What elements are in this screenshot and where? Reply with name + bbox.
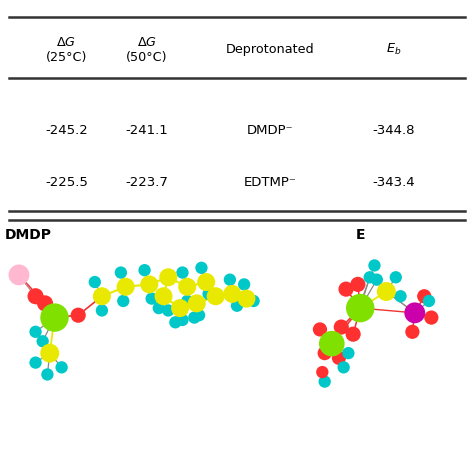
Circle shape xyxy=(71,308,86,323)
Circle shape xyxy=(207,287,225,305)
Text: -343.4: -343.4 xyxy=(372,176,415,189)
Circle shape xyxy=(188,294,206,312)
Circle shape xyxy=(40,303,69,332)
Circle shape xyxy=(368,259,381,272)
Circle shape xyxy=(332,351,346,365)
Circle shape xyxy=(117,295,129,307)
Circle shape xyxy=(417,289,431,303)
Circle shape xyxy=(37,295,53,311)
Text: DMDP⁻: DMDP⁻ xyxy=(247,124,293,137)
Circle shape xyxy=(319,331,345,356)
Circle shape xyxy=(202,288,215,300)
Text: $\Delta G$
(25°C): $\Delta G$ (25°C) xyxy=(46,36,87,64)
Circle shape xyxy=(153,302,165,314)
Circle shape xyxy=(338,282,354,297)
Circle shape xyxy=(36,335,49,347)
Text: EDTMP⁻: EDTMP⁻ xyxy=(244,176,297,189)
Circle shape xyxy=(171,299,189,317)
Circle shape xyxy=(346,294,374,322)
Circle shape xyxy=(159,268,177,286)
Circle shape xyxy=(364,271,376,283)
Text: -225.5: -225.5 xyxy=(45,176,88,189)
Circle shape xyxy=(313,322,327,337)
Circle shape xyxy=(346,327,361,342)
Text: -245.2: -245.2 xyxy=(45,124,88,137)
Circle shape xyxy=(140,275,158,293)
Circle shape xyxy=(405,325,419,339)
Circle shape xyxy=(155,287,173,305)
Circle shape xyxy=(371,273,383,286)
Text: Deprotonated: Deprotonated xyxy=(226,43,314,56)
Text: $E_\mathregular{b}$: $E_\mathregular{b}$ xyxy=(386,42,401,57)
Circle shape xyxy=(334,319,349,335)
Circle shape xyxy=(342,347,355,359)
Circle shape xyxy=(169,316,182,328)
Circle shape xyxy=(29,326,42,338)
Circle shape xyxy=(138,264,151,276)
Circle shape xyxy=(424,310,438,325)
Text: -241.1: -241.1 xyxy=(126,124,168,137)
Circle shape xyxy=(55,361,68,374)
Circle shape xyxy=(89,276,101,288)
Circle shape xyxy=(146,292,158,305)
Text: -223.7: -223.7 xyxy=(126,176,168,189)
Circle shape xyxy=(176,314,189,326)
Circle shape xyxy=(404,302,425,323)
Circle shape xyxy=(178,278,196,296)
Circle shape xyxy=(176,266,189,279)
Circle shape xyxy=(237,290,255,308)
Circle shape xyxy=(117,278,135,296)
Text: E: E xyxy=(356,228,365,242)
Circle shape xyxy=(195,262,208,274)
Circle shape xyxy=(41,368,54,381)
Circle shape xyxy=(350,277,365,292)
Circle shape xyxy=(188,311,201,324)
Text: -344.8: -344.8 xyxy=(372,124,415,137)
Circle shape xyxy=(181,295,193,307)
Circle shape xyxy=(316,366,328,378)
Text: $\Delta G$
(50°C): $\Delta G$ (50°C) xyxy=(126,36,168,64)
Circle shape xyxy=(247,295,260,307)
Circle shape xyxy=(377,282,396,301)
Circle shape xyxy=(9,264,29,285)
Circle shape xyxy=(40,344,59,363)
Circle shape xyxy=(238,278,250,291)
Circle shape xyxy=(390,271,402,283)
Circle shape xyxy=(423,295,435,307)
Circle shape xyxy=(93,287,111,305)
Circle shape xyxy=(193,309,205,321)
Circle shape xyxy=(197,273,215,291)
Circle shape xyxy=(231,300,243,312)
Circle shape xyxy=(27,288,44,304)
Circle shape xyxy=(394,290,407,302)
Circle shape xyxy=(115,266,127,279)
Circle shape xyxy=(162,304,174,317)
Circle shape xyxy=(319,375,331,388)
Circle shape xyxy=(318,346,332,360)
Circle shape xyxy=(29,356,42,369)
Circle shape xyxy=(337,361,350,374)
Text: DMDP: DMDP xyxy=(5,228,52,242)
Circle shape xyxy=(223,285,241,303)
Circle shape xyxy=(96,304,108,317)
Circle shape xyxy=(224,273,236,286)
